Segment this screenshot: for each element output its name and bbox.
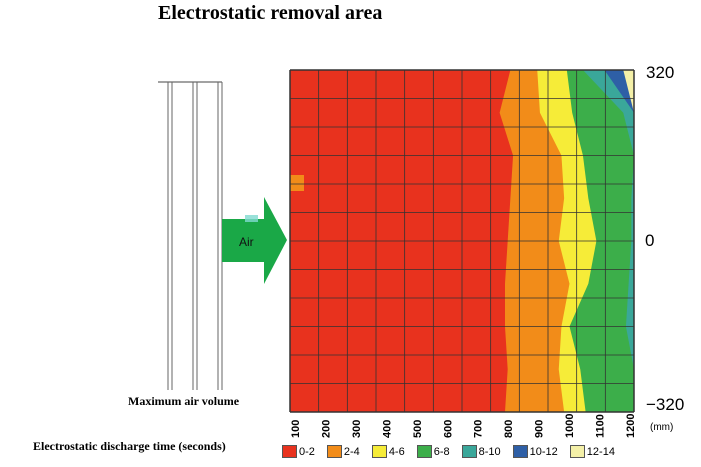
heatmap-grid: [289, 69, 635, 413]
legend-label: 10-12: [529, 445, 558, 458]
y-tick-middle: 0: [645, 231, 655, 250]
heatmap-spot: [290, 175, 304, 191]
x-tick-label: 900: [534, 420, 546, 438]
ionizer-outline: [158, 81, 223, 390]
legend-swatch: [461, 445, 477, 458]
legend-item: 12-14: [569, 445, 615, 458]
legend: 0-2 2-4 4-6 6-8 8-10 10-12 12-14: [282, 445, 627, 458]
legend-swatch: [416, 445, 432, 458]
legend-label: 0-2: [299, 445, 315, 458]
heatmap-band-10-12: [604, 70, 634, 412]
ionizer-label: Maximum air volume: [128, 394, 240, 408]
legend-swatch: [371, 445, 387, 458]
x-tick-label: 100: [290, 420, 302, 438]
x-tick-label: 200: [320, 420, 332, 438]
legend-item: 4-6: [371, 445, 405, 458]
x-tick-label: 1200: [625, 414, 637, 438]
legend-swatch: [282, 445, 297, 458]
x-axis-unit: (mm): [650, 422, 673, 433]
y-tick-bottom: −320: [646, 395, 685, 414]
x-tick-label: 1000: [564, 414, 576, 438]
legend-item: 10-12: [512, 445, 558, 458]
legend-swatch: [326, 445, 342, 458]
x-tick-label: 300: [351, 420, 363, 438]
x-tick-label: 600: [442, 420, 454, 438]
legend-label: 12-14: [586, 445, 615, 458]
legend-swatch: [569, 445, 585, 458]
legend-item: 2-4: [326, 445, 360, 458]
legend-title: Electrostatic discharge time (seconds): [33, 439, 226, 453]
heatmap-band-12-14: [623, 70, 634, 412]
legend-label: 4-6: [388, 445, 405, 458]
legend-swatch: [512, 445, 528, 458]
legend-item: 0-2: [282, 445, 315, 458]
x-tick-label: 400: [381, 420, 393, 438]
legend-label: 6-8: [433, 445, 450, 458]
legend-label: 2-4: [343, 445, 360, 458]
x-tick-label: 700: [473, 420, 485, 438]
air-arrow-label: Air: [239, 235, 254, 249]
legend-item: 8-10: [461, 445, 501, 458]
legend-item: 6-8: [416, 445, 450, 458]
x-tick-label: 800: [503, 420, 515, 438]
legend-label: 8-10: [478, 445, 501, 458]
x-tick-label: 1100: [595, 414, 607, 438]
y-tick-top: 320: [646, 63, 675, 82]
chart-title: Electrostatic removal area: [158, 2, 383, 24]
x-tick-label: 500: [412, 420, 424, 438]
x-axis-ticks: 100 200 300 400 500 600 700 800 900 1000 1100 1200: [290, 414, 637, 438]
air-arrow: Air: [222, 197, 287, 284]
